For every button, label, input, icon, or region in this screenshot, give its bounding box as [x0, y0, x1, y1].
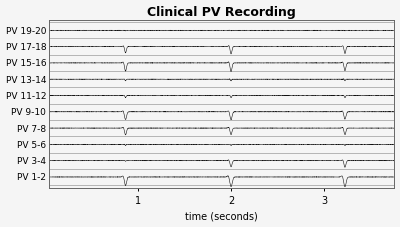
Title: Clinical PV Recording: Clinical PV Recording: [147, 5, 296, 19]
X-axis label: time (seconds): time (seconds): [185, 211, 258, 222]
